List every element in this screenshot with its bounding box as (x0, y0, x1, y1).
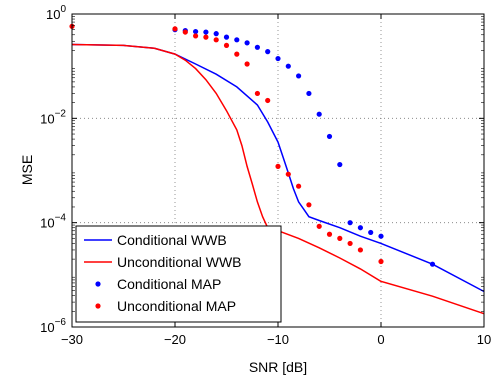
unconditional-map-point (357, 247, 363, 253)
unconditional-map-point (306, 202, 312, 208)
unconditional-map-point (285, 171, 291, 177)
legend-conditional-map-swatch (95, 281, 101, 287)
unconditional-map-point (182, 29, 188, 35)
legend-unconditional-map-swatch (95, 303, 101, 309)
axis-ticks (71, 13, 485, 328)
y-axis-label: MSE (19, 155, 35, 185)
x-tick-label: 0 (377, 332, 384, 347)
conditional-map-point (285, 63, 291, 69)
legend-unconditional-map-label: Unconditional MAP (117, 298, 236, 314)
legend-conditional-map-label: Conditional MAP (117, 276, 221, 292)
conditional-map-point (337, 161, 343, 168)
unconditional-map-point (244, 61, 250, 67)
conditional-map-point (368, 229, 374, 236)
x-axis-label: SNR [dB] (249, 359, 307, 375)
axis-tick-labels: −30 −20 −10 0 10 100 10−2 10−4 10−6 (40, 4, 491, 347)
conditional-map-point (244, 40, 250, 46)
conditional-wwb-line (71, 43, 485, 293)
conditional-map-point (203, 29, 209, 35)
unconditional-map-point (234, 51, 240, 57)
unconditional-map-point (172, 26, 178, 32)
unconditional-map-point (378, 258, 384, 265)
legend: Conditional WWB Unconditional WWB Conditio… (75, 225, 282, 323)
y-tick-label: 100 (46, 4, 66, 22)
conditional-map-point (223, 34, 230, 40)
legend-conditional-wwb-label: Conditional WWB (117, 232, 227, 248)
y-tick-label: 10−6 (40, 317, 66, 335)
conditional-map-point (378, 233, 384, 239)
conditional-map-point (429, 261, 436, 267)
unconditional-map-point (203, 34, 209, 40)
conditional-map-point (213, 31, 219, 37)
x-tick-label: −30 (61, 332, 83, 347)
conditional-map-point (306, 90, 312, 97)
unconditional-map-point (193, 33, 199, 39)
conditional-map-point (357, 225, 363, 231)
unconditional-map-point (213, 37, 219, 43)
x-tick-label: 10 (477, 332, 491, 347)
legend-box (75, 225, 282, 323)
conditional-map-point (234, 37, 240, 43)
unconditional-map-point (316, 223, 322, 229)
y-tick-label: 10−4 (40, 213, 66, 231)
x-tick-label: −20 (164, 332, 186, 347)
conditional-map-point (193, 28, 199, 35)
conditional-map-point (275, 55, 281, 62)
legend-unconditional-wwb-label: Unconditional WWB (117, 254, 242, 270)
conditional-map-point (316, 111, 322, 117)
series-markers (69, 23, 436, 267)
unconditional-map-point (265, 97, 271, 104)
conditional-map-point (326, 133, 333, 140)
y-tick-label: 10−2 (40, 108, 66, 126)
unconditional-map-point (347, 240, 353, 247)
conditional-map-point (254, 44, 260, 50)
unconditional-map-point (337, 235, 343, 241)
unconditional-wwb-line (71, 43, 485, 315)
x-tick-label: −10 (267, 332, 289, 347)
conditional-map-point (265, 49, 271, 55)
unconditional-map-point (296, 183, 302, 189)
unconditional-map-point (326, 231, 333, 237)
unconditional-map-point (275, 163, 281, 169)
conditional-map-point (347, 220, 353, 226)
conditional-map-point (296, 73, 302, 79)
series-lines (71, 43, 485, 315)
unconditional-map-point (254, 90, 260, 97)
unconditional-map-point (223, 42, 230, 49)
